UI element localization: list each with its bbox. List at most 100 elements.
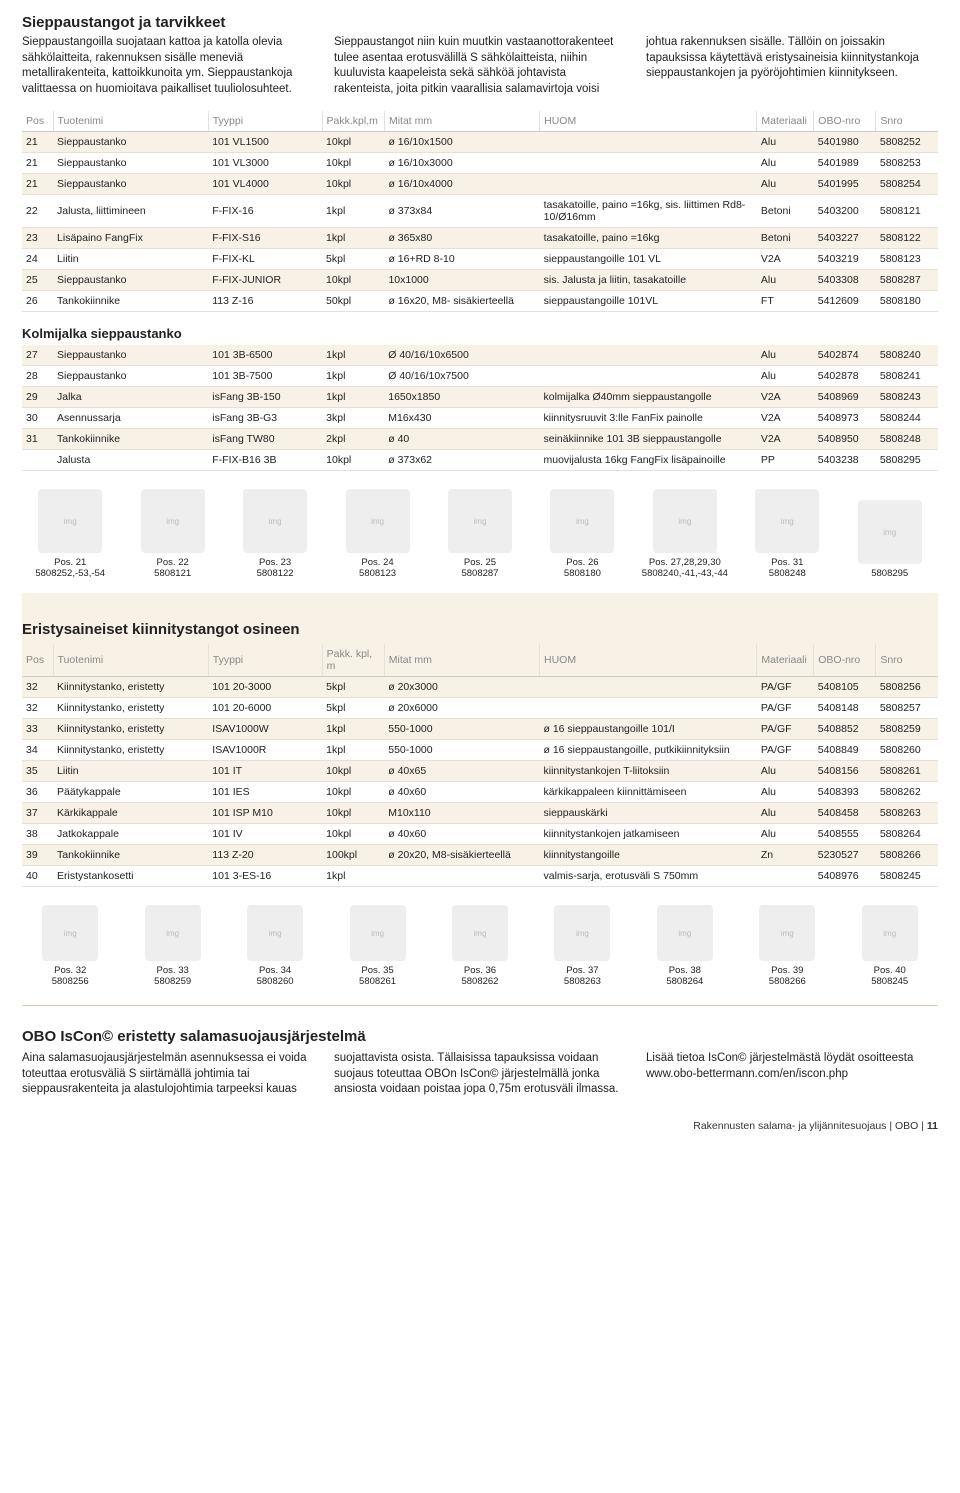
col-header: Materiaali: [757, 111, 814, 132]
table-sieppaustangot: PosTuotenimiTyyppiPakk.kpl,mMitat mmHUOM…: [22, 111, 938, 312]
table-row: 40Eristystankosetti101 3-ES-161kplvalmis…: [22, 866, 938, 887]
table-cell: 5403219: [814, 249, 876, 270]
table-cell: 5808254: [876, 174, 938, 195]
table-cell: 1kpl: [322, 366, 384, 387]
table-cell: Tankokiinnike: [53, 429, 208, 450]
table-cell: 1kpl: [322, 228, 384, 249]
table-cell: 27: [22, 345, 53, 366]
table-cell: Kiinnitystanko, eristetty: [53, 740, 208, 761]
table-cell: Alu: [757, 174, 814, 195]
divider: [22, 1005, 938, 1006]
table-cell: Kärkikappale: [53, 803, 208, 824]
col-header: Materiaali: [757, 644, 814, 677]
table-cell: 101 VL3000: [208, 153, 322, 174]
thumbnail-label: Pos. 31: [771, 557, 803, 568]
table-cell: 5808287: [876, 270, 938, 291]
table-cell: 10kpl: [322, 782, 384, 803]
table-row: 25SieppaustankoF-FIX-JUNIOR10kpl10x1000s…: [22, 270, 938, 291]
thumbnail-label: Pos. 25: [464, 557, 496, 568]
table-cell: kiinnitystankojen jatkamiseen: [539, 824, 756, 845]
table-cell: 5408852: [814, 719, 876, 740]
thumbnail-sub: 5808260: [257, 976, 294, 987]
table-cell: Alu: [757, 270, 814, 291]
thumbnail-sub: 5808252,-53,-54: [35, 568, 105, 579]
thumbnail-label: Pos. 23: [259, 557, 291, 568]
thumbnail-sub: 5808295: [871, 568, 908, 579]
table-row: 33Kiinnitystanko, eristettyISAV1000W1kpl…: [22, 719, 938, 740]
table-cell: Jalka: [53, 387, 208, 408]
table-cell: kärkikappaleen kiinnittämiseen: [539, 782, 756, 803]
table-cell: 29: [22, 387, 53, 408]
thumbnail-sub: 5808240,-41,-43,-44: [642, 568, 728, 579]
table-cell: 1kpl: [322, 345, 384, 366]
table-cell: tasakatoille, paino =16kg, sis. liittime…: [540, 195, 757, 228]
table-cell: F-FIX-S16: [208, 228, 322, 249]
table-cell: 39: [22, 845, 53, 866]
table-cell: 2kpl: [322, 429, 384, 450]
table-cell: V2A: [757, 429, 814, 450]
table-cell: Ø 40/16/10x6500: [384, 345, 539, 366]
table-cell: Jalusta: [53, 450, 208, 471]
intro-text: Sieppaustangoilla suojataan kattoa ja ka…: [22, 35, 938, 97]
thumbnail: img5808295: [842, 500, 938, 579]
table-cell: PA/GF: [757, 698, 814, 719]
table-cell: ø 20x3000: [384, 677, 539, 698]
table-cell: 5403308: [814, 270, 876, 291]
thumbnail: imgPos. 235808122: [227, 489, 323, 579]
table-cell: muovijalusta 16kg FangFix lisäpainoille: [539, 450, 756, 471]
table-row: 21Sieppaustanko101 VL150010kplø 16/10x15…: [22, 132, 938, 153]
table-cell: 5808180: [876, 291, 938, 312]
thumbnail-image: img: [247, 905, 303, 961]
col-header: Tuotenimi: [53, 111, 208, 132]
table-cell: Betoni: [757, 195, 814, 228]
table-cell: 101 3B-7500: [208, 366, 322, 387]
table-cell: V2A: [757, 408, 814, 429]
page-footer: Rakennusten salama- ja ylijännitesuojaus…: [22, 1120, 938, 1132]
thumbnail-sub: 5808122: [257, 568, 294, 579]
table-cell: 550-1000: [384, 740, 539, 761]
table-cell: 10kpl: [322, 803, 384, 824]
col-header: HUOM: [540, 111, 757, 132]
table-cell: ø 16+RD 8-10: [384, 249, 539, 270]
thumbnail-label: Pos. 34: [259, 965, 291, 976]
table-cell: ø 365x80: [384, 228, 539, 249]
table-cell: V2A: [757, 249, 814, 270]
table-cell: 5808248: [876, 429, 938, 450]
table-cell: isFang TW80: [208, 429, 322, 450]
table-cell: 5808262: [876, 782, 938, 803]
table-cell: PP: [757, 450, 814, 471]
table-cell: 101 VL4000: [208, 174, 322, 195]
thumbnail: imgPos. 325808256: [22, 905, 118, 987]
table-cell: 5408950: [814, 429, 876, 450]
table-cell: [540, 153, 757, 174]
table-cell: 5230527: [814, 845, 876, 866]
table-cell: 1kpl: [322, 866, 384, 887]
table-cell: Eristystankosetti: [53, 866, 208, 887]
table-cell: 5403238: [814, 450, 876, 471]
table-cell: 50kpl: [322, 291, 384, 312]
table-cell: 24: [22, 249, 53, 270]
table-cell: sieppauskärki: [539, 803, 756, 824]
thumbnail-sub: 5808261: [359, 976, 396, 987]
thumbnail-image: img: [759, 905, 815, 961]
table-cell: ø 16/10x1500: [384, 132, 539, 153]
table-cell: Liitin: [53, 249, 208, 270]
table-eristys: PosTuotenimiTyyppiPakk. kpl, mMitat mmHU…: [22, 644, 938, 887]
thumbnail-label: Pos. 36: [464, 965, 496, 976]
table-cell: 101 20-6000: [208, 698, 322, 719]
subheading-kolmijalka: Kolmijalka sieppaustanko: [22, 326, 938, 341]
table-cell: 5808121: [876, 195, 938, 228]
col-header: Mitat mm: [384, 644, 539, 677]
table-cell: Sieppaustanko: [53, 174, 208, 195]
table-cell: 5808259: [876, 719, 938, 740]
table-cell: 5403227: [814, 228, 876, 249]
thumbnail-image: img: [42, 905, 98, 961]
thumbnail-label: Pos. 27,28,29,30: [649, 557, 721, 568]
thumbnail-sub: 5808262: [461, 976, 498, 987]
table-cell: F-FIX-JUNIOR: [208, 270, 322, 291]
table-cell: Alu: [757, 366, 814, 387]
table-cell: Asennussarja: [53, 408, 208, 429]
table-cell: [539, 698, 756, 719]
table-row: 27Sieppaustanko101 3B-65001kplØ 40/16/10…: [22, 345, 938, 366]
table-cell: [22, 450, 53, 471]
